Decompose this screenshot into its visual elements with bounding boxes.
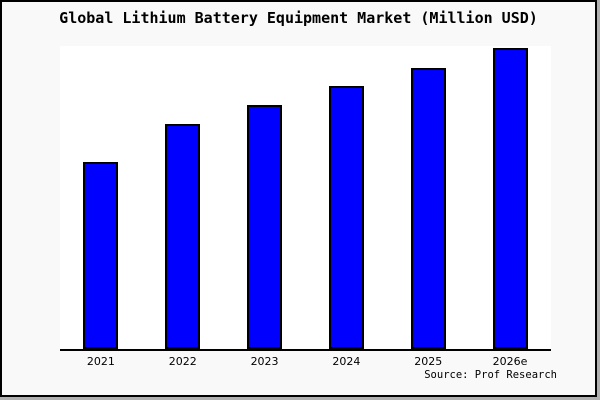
bar-2021 (83, 162, 119, 349)
x-tick-label-2022: 2022 (168, 355, 197, 368)
bar-2024 (328, 86, 364, 349)
bar-2025 (410, 68, 446, 349)
x-tick-label-2021: 2021 (86, 355, 115, 368)
bar-2023 (247, 105, 283, 349)
bar-slot-2023 (224, 46, 306, 349)
x-tick-label-2024: 2024 (332, 355, 361, 368)
source-credit: Source: Prof Research (424, 369, 557, 381)
x-tick-label-2025: 2025 (414, 355, 443, 368)
bar-2022 (165, 124, 201, 349)
bar-slot-2025 (387, 46, 469, 349)
x-tick-label-2023: 2023 (250, 355, 279, 368)
x-tick-label-2026e: 2026e (492, 355, 528, 368)
bar-slot-2024 (305, 46, 387, 349)
plot-area (60, 46, 551, 351)
bar-slot-2022 (142, 46, 224, 349)
bar-slot-2021 (60, 46, 142, 349)
chart-title: Global Lithium Battery Equipment Market … (59, 9, 538, 27)
bar-2026e (492, 48, 528, 349)
x-axis-labels: 2021 2022 2023 2024 2025 2026e (60, 355, 551, 368)
bar-slot-2026e (469, 46, 551, 349)
